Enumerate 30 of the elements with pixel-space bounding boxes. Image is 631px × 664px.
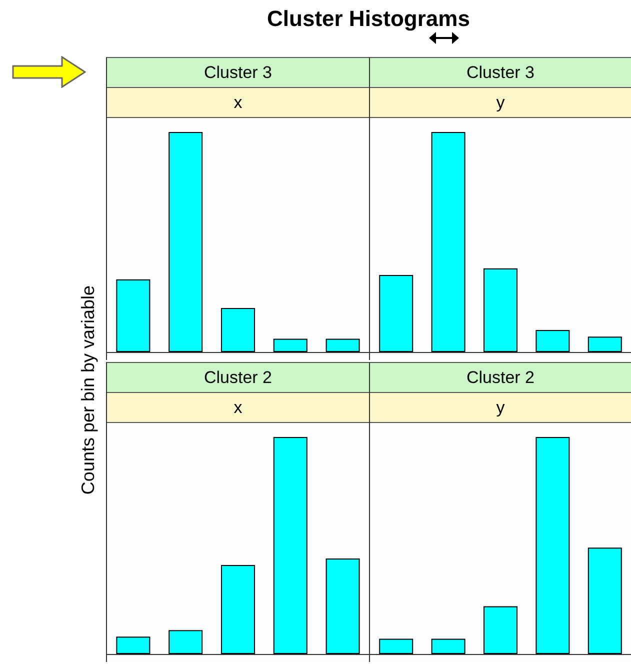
bar — [326, 338, 360, 352]
chart-title: Cluster 2 — [370, 363, 631, 393]
bar — [379, 275, 414, 352]
chart-title: Cluster 3 — [107, 58, 369, 88]
text: Cluster Histograms — [266, 6, 471, 32]
bar — [273, 338, 308, 352]
chart-title: Cluster 2 — [107, 363, 369, 393]
bar — [116, 636, 150, 654]
bar — [326, 558, 360, 654]
bar — [484, 606, 518, 654]
bar — [431, 638, 466, 654]
bar — [168, 132, 203, 352]
chart-title: Cluster 3 — [370, 58, 631, 88]
bar — [484, 268, 518, 352]
bar — [536, 330, 570, 352]
chart-subtitle: y — [370, 393, 631, 423]
bar — [588, 336, 622, 352]
bar — [431, 132, 466, 352]
bar — [588, 548, 622, 654]
chart-subtitle: y — [370, 88, 631, 118]
chart-subtitle: x — [107, 88, 369, 118]
chart-subtitle: x — [107, 393, 369, 423]
y-axis-title: Counts per bin by variable — [77, 284, 99, 497]
bar — [168, 630, 203, 654]
bar — [273, 437, 308, 654]
bar — [379, 638, 414, 654]
bar — [221, 565, 255, 654]
bar — [116, 279, 150, 352]
bar — [221, 308, 255, 352]
bar — [536, 437, 570, 654]
